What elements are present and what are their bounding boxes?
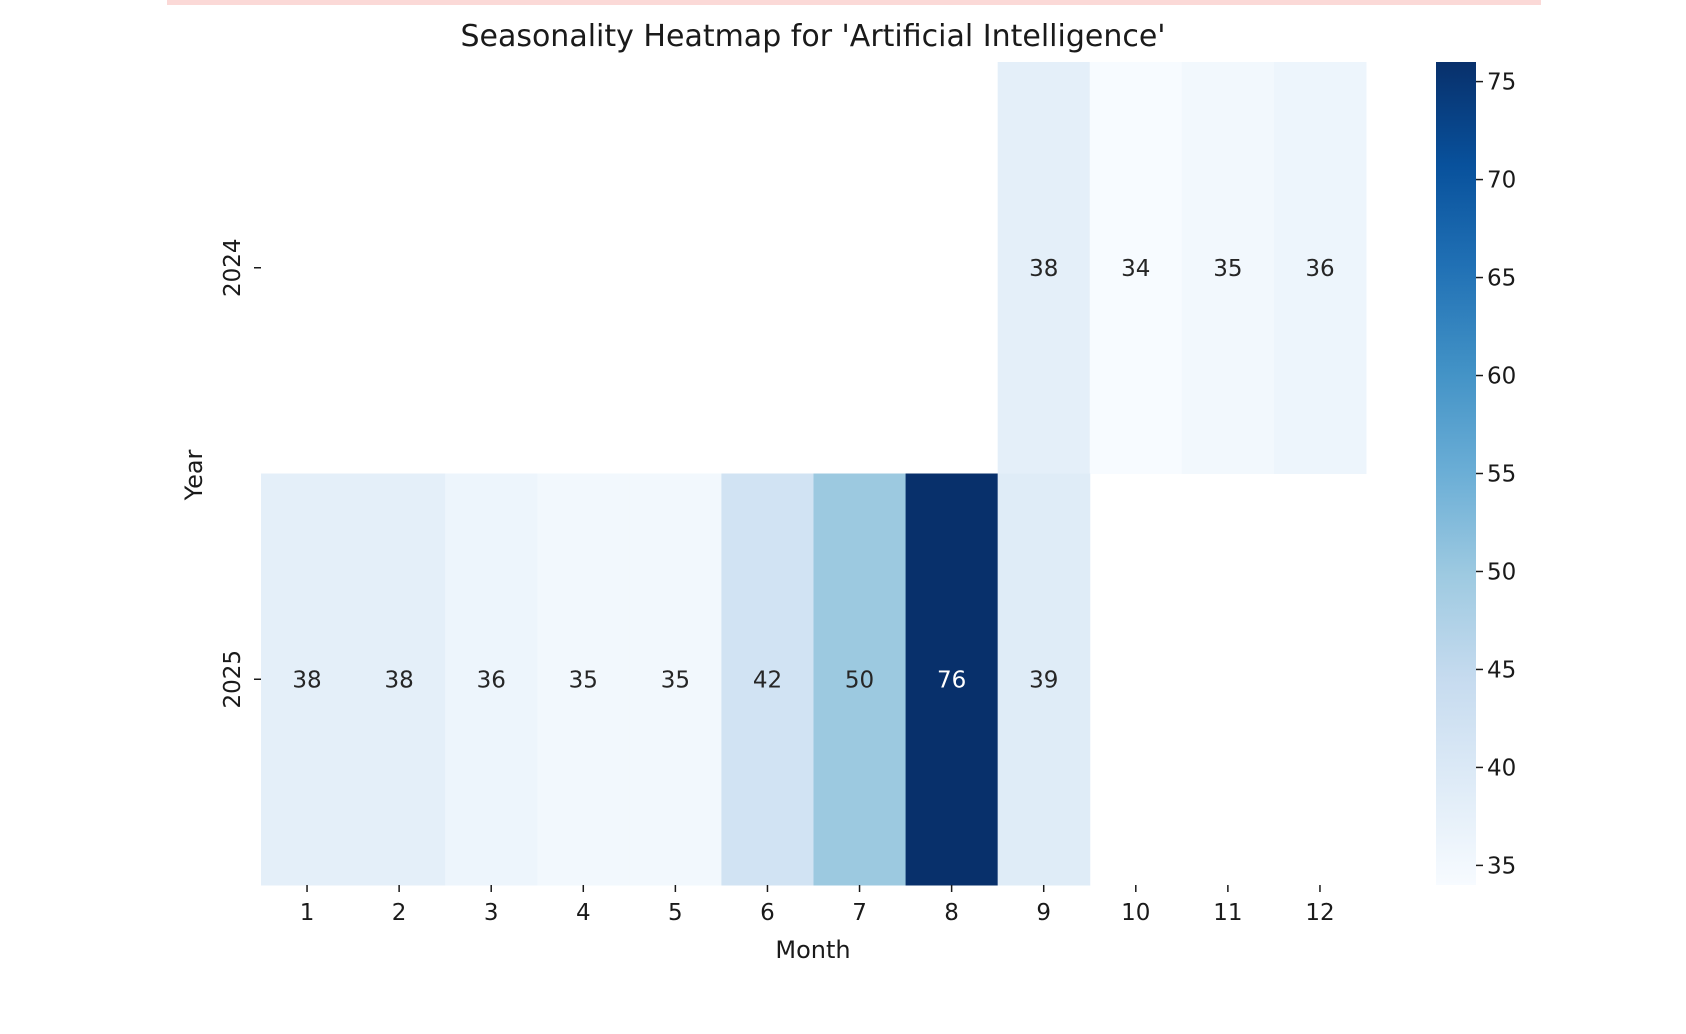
x-tick-label: 3 (484, 900, 499, 926)
x-tick-label: 12 (1305, 900, 1334, 926)
heatmap-cell (721, 473, 814, 886)
x-tick-label: 7 (852, 900, 867, 926)
colorbar-ticks: 35 40 45 50 55 60 65 70 75 (1476, 70, 1516, 879)
chart-title: Seasonality Heatmap for 'Artificial Inte… (460, 19, 1165, 54)
colorbar-tick-label: 50 (1487, 559, 1516, 585)
heatmap-cell-label: 42 (753, 667, 782, 693)
y-axis-label: Year (180, 449, 208, 501)
heatmap-cell-label: 36 (1305, 256, 1334, 282)
heatmap-cell-label: 34 (1121, 256, 1150, 282)
heatmap-cell-label: 35 (1213, 256, 1242, 282)
y-tick-label: 2024 (220, 238, 246, 297)
colorbar-tick-label: 55 (1487, 462, 1516, 488)
heatmap-cells (261, 62, 1367, 886)
x-tick-label: 1 (300, 900, 315, 926)
heatmap-cell (537, 473, 630, 886)
colorbar-tick-label: 70 (1487, 168, 1516, 194)
heatmap-cell-label: 35 (661, 667, 690, 693)
x-tick-label: 9 (1036, 900, 1051, 926)
y-tick-label: 2025 (220, 650, 246, 709)
x-axis-ticks: 1 2 3 4 5 6 7 8 9 10 11 12 (300, 885, 1335, 926)
heatmap-cell (1181, 62, 1275, 474)
heatmap-cell-label: 35 (569, 667, 598, 693)
x-tick-label: 11 (1213, 900, 1242, 926)
heatmap-cell (629, 473, 722, 886)
heatmap-cell-label: 36 (477, 667, 506, 693)
y-axis-ticks: 2024 2025 (220, 238, 261, 709)
heatmap-cell-label: 38 (1029, 256, 1058, 282)
top-border-strip (167, 0, 1541, 5)
heatmap-cell (905, 473, 999, 886)
x-tick-label: 6 (760, 900, 775, 926)
heatmap-cell (813, 473, 907, 886)
x-tick-label: 2 (392, 900, 407, 926)
heatmap-cell (1089, 62, 1183, 474)
x-axis-label: Month (775, 936, 850, 964)
x-tick-label: 5 (668, 900, 683, 926)
heatmap-cell-label: 50 (845, 667, 874, 693)
colorbar-tick-label: 35 (1487, 853, 1516, 879)
x-tick-label: 10 (1121, 900, 1150, 926)
x-tick-label: 4 (576, 900, 591, 926)
heatmap-cell-labels: 38 34 35 36 38 38 36 35 35 42 50 76 39 (292, 256, 1334, 694)
colorbar-tick-label: 60 (1487, 364, 1516, 390)
heatmap-cell-label: 76 (937, 667, 966, 693)
heatmap-cell-label: 38 (292, 667, 321, 693)
colorbar-tick-label: 65 (1487, 266, 1516, 292)
x-tick-label: 8 (944, 900, 959, 926)
colorbar-tick-label: 45 (1487, 657, 1516, 683)
colorbar-tick-label: 75 (1487, 70, 1516, 96)
heatmap-cell (997, 473, 1091, 886)
heatmap-cell (445, 473, 538, 886)
colorbar-tick-label: 40 (1487, 755, 1516, 781)
heatmap-cell-label: 38 (384, 667, 413, 693)
heatmap-cell (1273, 62, 1367, 474)
heatmap-cell (997, 62, 1091, 474)
colorbar (1436, 62, 1476, 885)
heatmap-cell-label: 39 (1029, 667, 1058, 693)
heatmap-cell (353, 473, 446, 886)
heatmap-cell (261, 473, 354, 886)
